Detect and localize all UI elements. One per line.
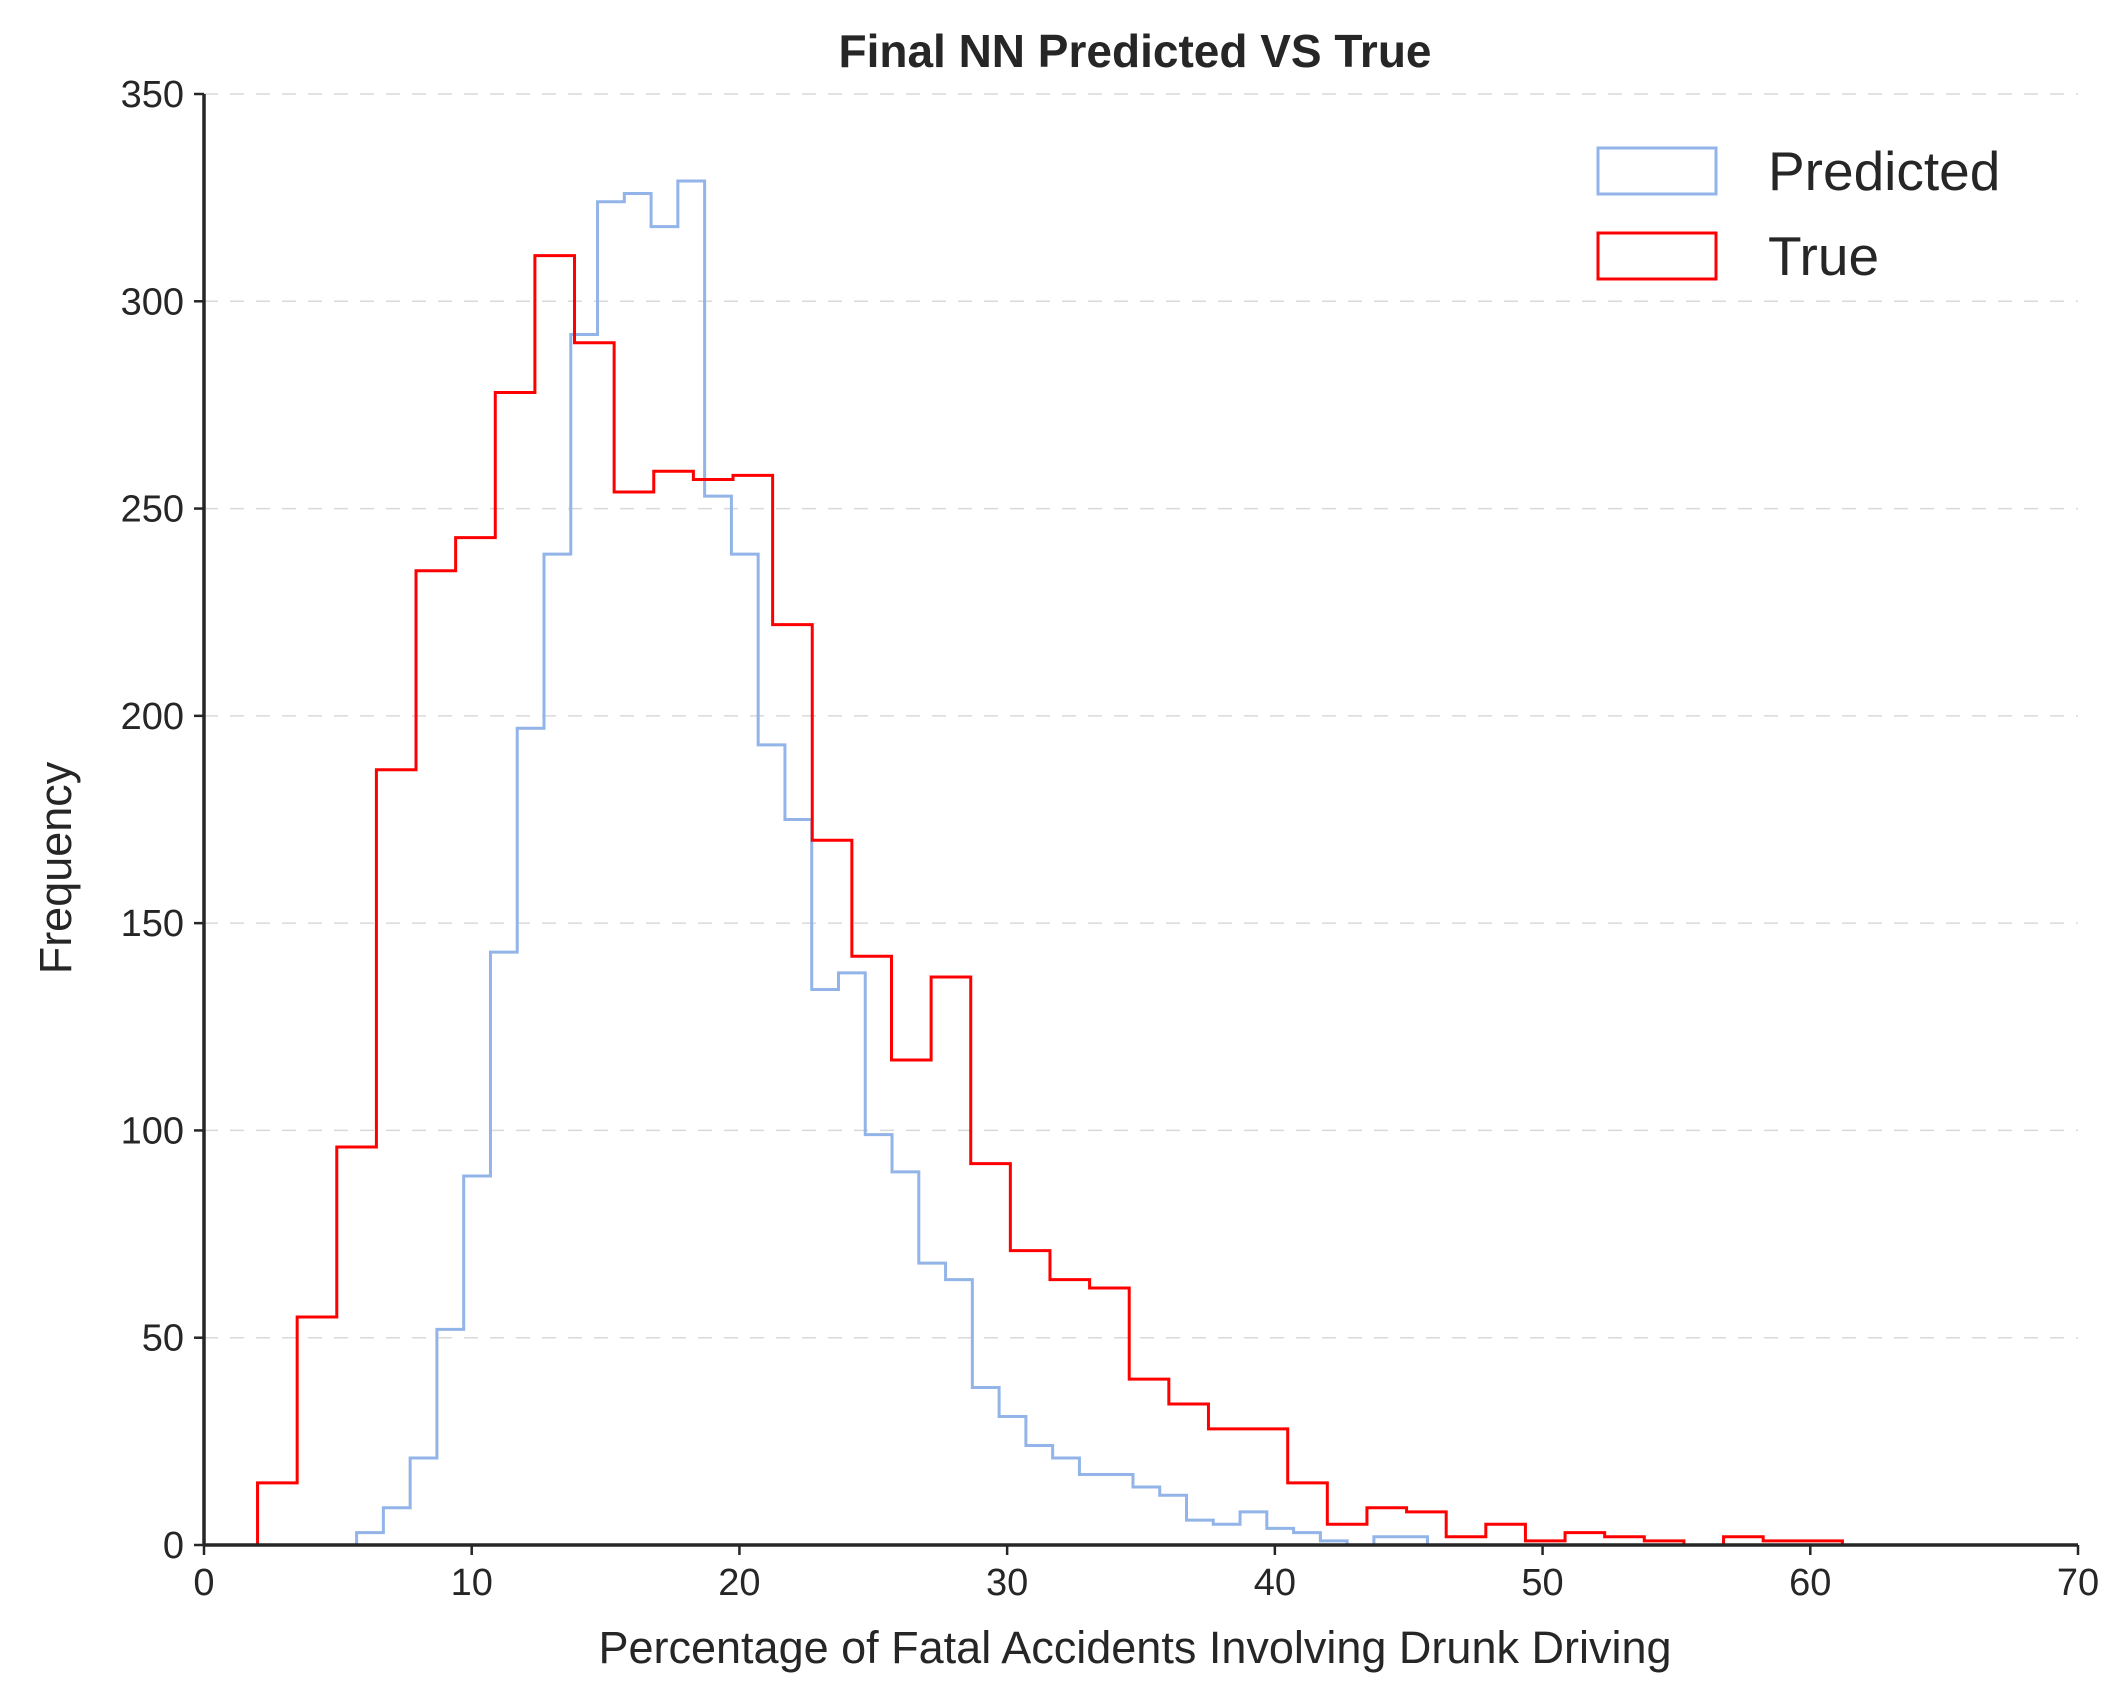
y-axis-label: Frequency: [30, 761, 81, 974]
y-tick-label-250: 250: [121, 489, 184, 531]
x-tick-label-60: 60: [1789, 1562, 1831, 1604]
chart-title: Final NN Predicted VS True: [838, 25, 1431, 77]
x-tick-label-10: 10: [451, 1562, 493, 1604]
legend-label-predicted: Predicted: [1768, 140, 2000, 202]
x-tick-label-20: 20: [718, 1562, 760, 1604]
series-true-outline: [256, 254, 1844, 1547]
x-tick-label-40: 40: [1254, 1562, 1296, 1604]
tick-labels: 0 10 20 30 40 50 60 70 0 50 100 150 200 250 300 350: [121, 74, 2100, 1604]
y-tick-label-100: 100: [121, 1110, 184, 1152]
histogram-series: [256, 179, 1844, 1547]
y-tick-label-350: 350: [121, 74, 184, 116]
x-tick-label-30: 30: [986, 1562, 1028, 1604]
axes: [202, 94, 2078, 1547]
x-tick-label-50: 50: [1521, 1562, 1563, 1604]
legend-swatch-true: [1596, 231, 1718, 281]
legend-swatch-predicted: [1596, 146, 1718, 196]
y-tick-label-150: 150: [121, 903, 184, 945]
y-tick-label-300: 300: [121, 281, 184, 323]
legend: Predicted True: [1596, 140, 2000, 287]
x-axis-label: Percentage of Fatal Accidents Involving …: [598, 1622, 1671, 1673]
y-tick-label-50: 50: [142, 1318, 184, 1360]
x-tick-label-0: 0: [193, 1562, 214, 1604]
y-tick-label-200: 200: [121, 696, 184, 738]
legend-label-true: True: [1768, 225, 1879, 287]
x-tick-label-70: 70: [2057, 1562, 2099, 1604]
y-tick-label-0: 0: [163, 1525, 184, 1567]
series-predicted-outline: [355, 179, 1429, 1547]
